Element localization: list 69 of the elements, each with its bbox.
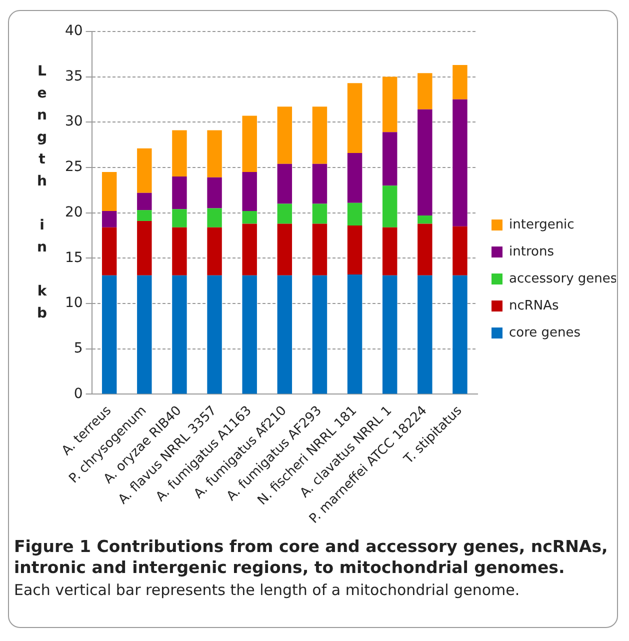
bar: [277, 106, 292, 164]
bar: [242, 116, 257, 172]
bar: [137, 148, 152, 193]
bar: [347, 274, 362, 394]
text: Length in kb: [36, 63, 48, 322]
bar: [312, 275, 328, 394]
bar: [382, 132, 398, 186]
bar: [137, 192, 152, 210]
legend-label: intergenic: [509, 217, 574, 232]
bar: [418, 216, 432, 224]
y-tick-label: 35: [64, 68, 83, 84]
bar: [172, 275, 187, 394]
bar: [452, 99, 468, 226]
legend-label: core genes: [509, 325, 581, 340]
bar: [172, 176, 187, 210]
bar: [312, 204, 328, 224]
y-tick-label: 0: [74, 386, 83, 402]
bar: [347, 83, 362, 153]
text: Each vertical bar represents the length of a mitochondrial genome.: [14, 580, 521, 600]
bar: [312, 164, 328, 204]
bar: [277, 164, 292, 204]
bar: [137, 275, 152, 394]
legend-label: introns: [509, 244, 554, 260]
bar: [418, 275, 432, 394]
bar: [102, 172, 117, 211]
bar: [347, 202, 362, 226]
y-tick-label: 5: [74, 340, 83, 356]
bar: [172, 209, 187, 228]
bar: [102, 227, 117, 276]
bar: [277, 275, 292, 394]
bar: [207, 177, 222, 208]
bar: [102, 275, 117, 394]
bar: [312, 106, 328, 164]
bar: [452, 64, 468, 100]
bar: [242, 210, 257, 224]
bar: [242, 172, 257, 211]
bar: [382, 76, 398, 132]
bar: [172, 227, 187, 276]
bar: [172, 130, 187, 177]
bar: [207, 208, 222, 228]
y-tick-label: 30: [64, 114, 83, 130]
bar: [382, 275, 398, 394]
bar: [382, 186, 398, 228]
bar: [452, 226, 468, 276]
y-tick-label: 20: [64, 204, 83, 220]
y-tick-label: 40: [64, 23, 83, 40]
bar: [137, 210, 152, 221]
y-tick-label: 10: [64, 295, 83, 312]
bar: [242, 224, 257, 276]
bar: [347, 152, 362, 203]
bar: [207, 275, 222, 394]
bar: [242, 275, 257, 394]
bar: [418, 224, 432, 276]
text: Figure 1 Contributions from core and accessory genes, ncRNAs, intronic and intergenic regions, to mitochondrial genomes.: [14, 536, 609, 578]
bar: [452, 275, 468, 394]
bar: [347, 226, 362, 274]
bar: [102, 210, 117, 228]
bar: [207, 227, 222, 276]
bar: [418, 109, 432, 216]
bar: [277, 224, 292, 276]
bar: [382, 227, 398, 276]
bar: [312, 224, 328, 276]
bar: [137, 220, 152, 276]
bar: [277, 204, 292, 224]
bar: [418, 73, 432, 110]
y-tick-label: 15: [64, 250, 83, 266]
bar: [207, 130, 222, 178]
legend-label: ncRNAs: [509, 298, 560, 314]
y-tick-label: 25: [64, 159, 83, 176]
